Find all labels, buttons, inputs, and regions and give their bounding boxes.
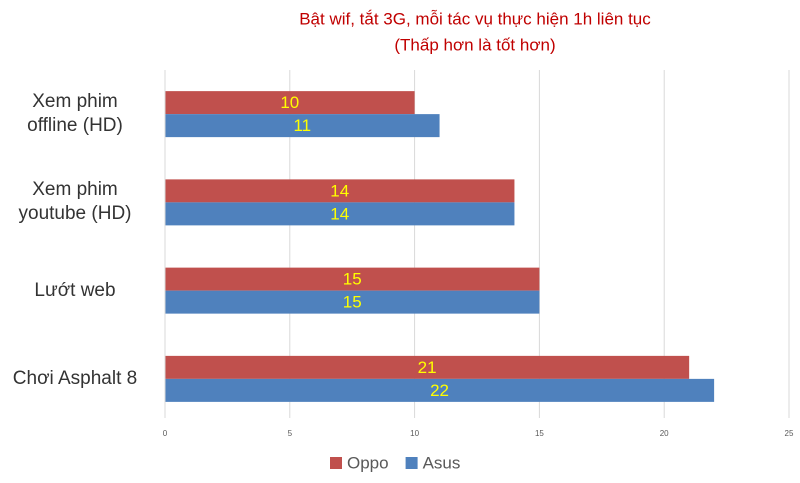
value-label: 14 — [330, 204, 349, 223]
x-tick-label: 0 — [163, 429, 168, 438]
value-label: 11 — [293, 116, 311, 135]
x-tick-label: 20 — [660, 429, 669, 438]
bar — [165, 202, 515, 226]
y-tick-label: Xem phim youtube (HD) — [18, 179, 132, 225]
legend-swatch — [405, 457, 418, 469]
x-tick-label: 15 — [535, 429, 544, 438]
y-tick-label: Xem phim offline (HD) — [27, 91, 123, 137]
value-label: 22 — [430, 381, 449, 400]
bar — [165, 91, 415, 115]
x-tick-label: 10 — [410, 429, 419, 438]
x-tick-label: 25 — [785, 429, 794, 438]
bar — [165, 290, 540, 314]
value-label: 14 — [330, 181, 349, 200]
bar — [165, 179, 515, 203]
value-label: 21 — [418, 358, 437, 377]
legend-swatch — [330, 457, 342, 469]
chart-title: Bật wif, tắt 3G, mỗi tác vụ thực hiện 1h… — [299, 9, 651, 28]
value-label: 15 — [343, 293, 362, 312]
y-tick-label: Lướt web — [34, 279, 116, 301]
legend-label: Oppo — [347, 453, 389, 472]
bar — [165, 378, 715, 402]
bar — [165, 114, 440, 138]
legend-label: Asus — [423, 453, 461, 472]
chart-subtitle: (Thấp hơn là tốt hơn) — [394, 35, 555, 54]
bar — [165, 267, 540, 291]
value-label: 10 — [280, 93, 299, 112]
x-tick-label: 5 — [288, 429, 293, 438]
value-label: 15 — [343, 270, 362, 289]
bar — [165, 355, 690, 379]
y-tick-label: Chơi Asphalt 8 — [12, 367, 138, 389]
